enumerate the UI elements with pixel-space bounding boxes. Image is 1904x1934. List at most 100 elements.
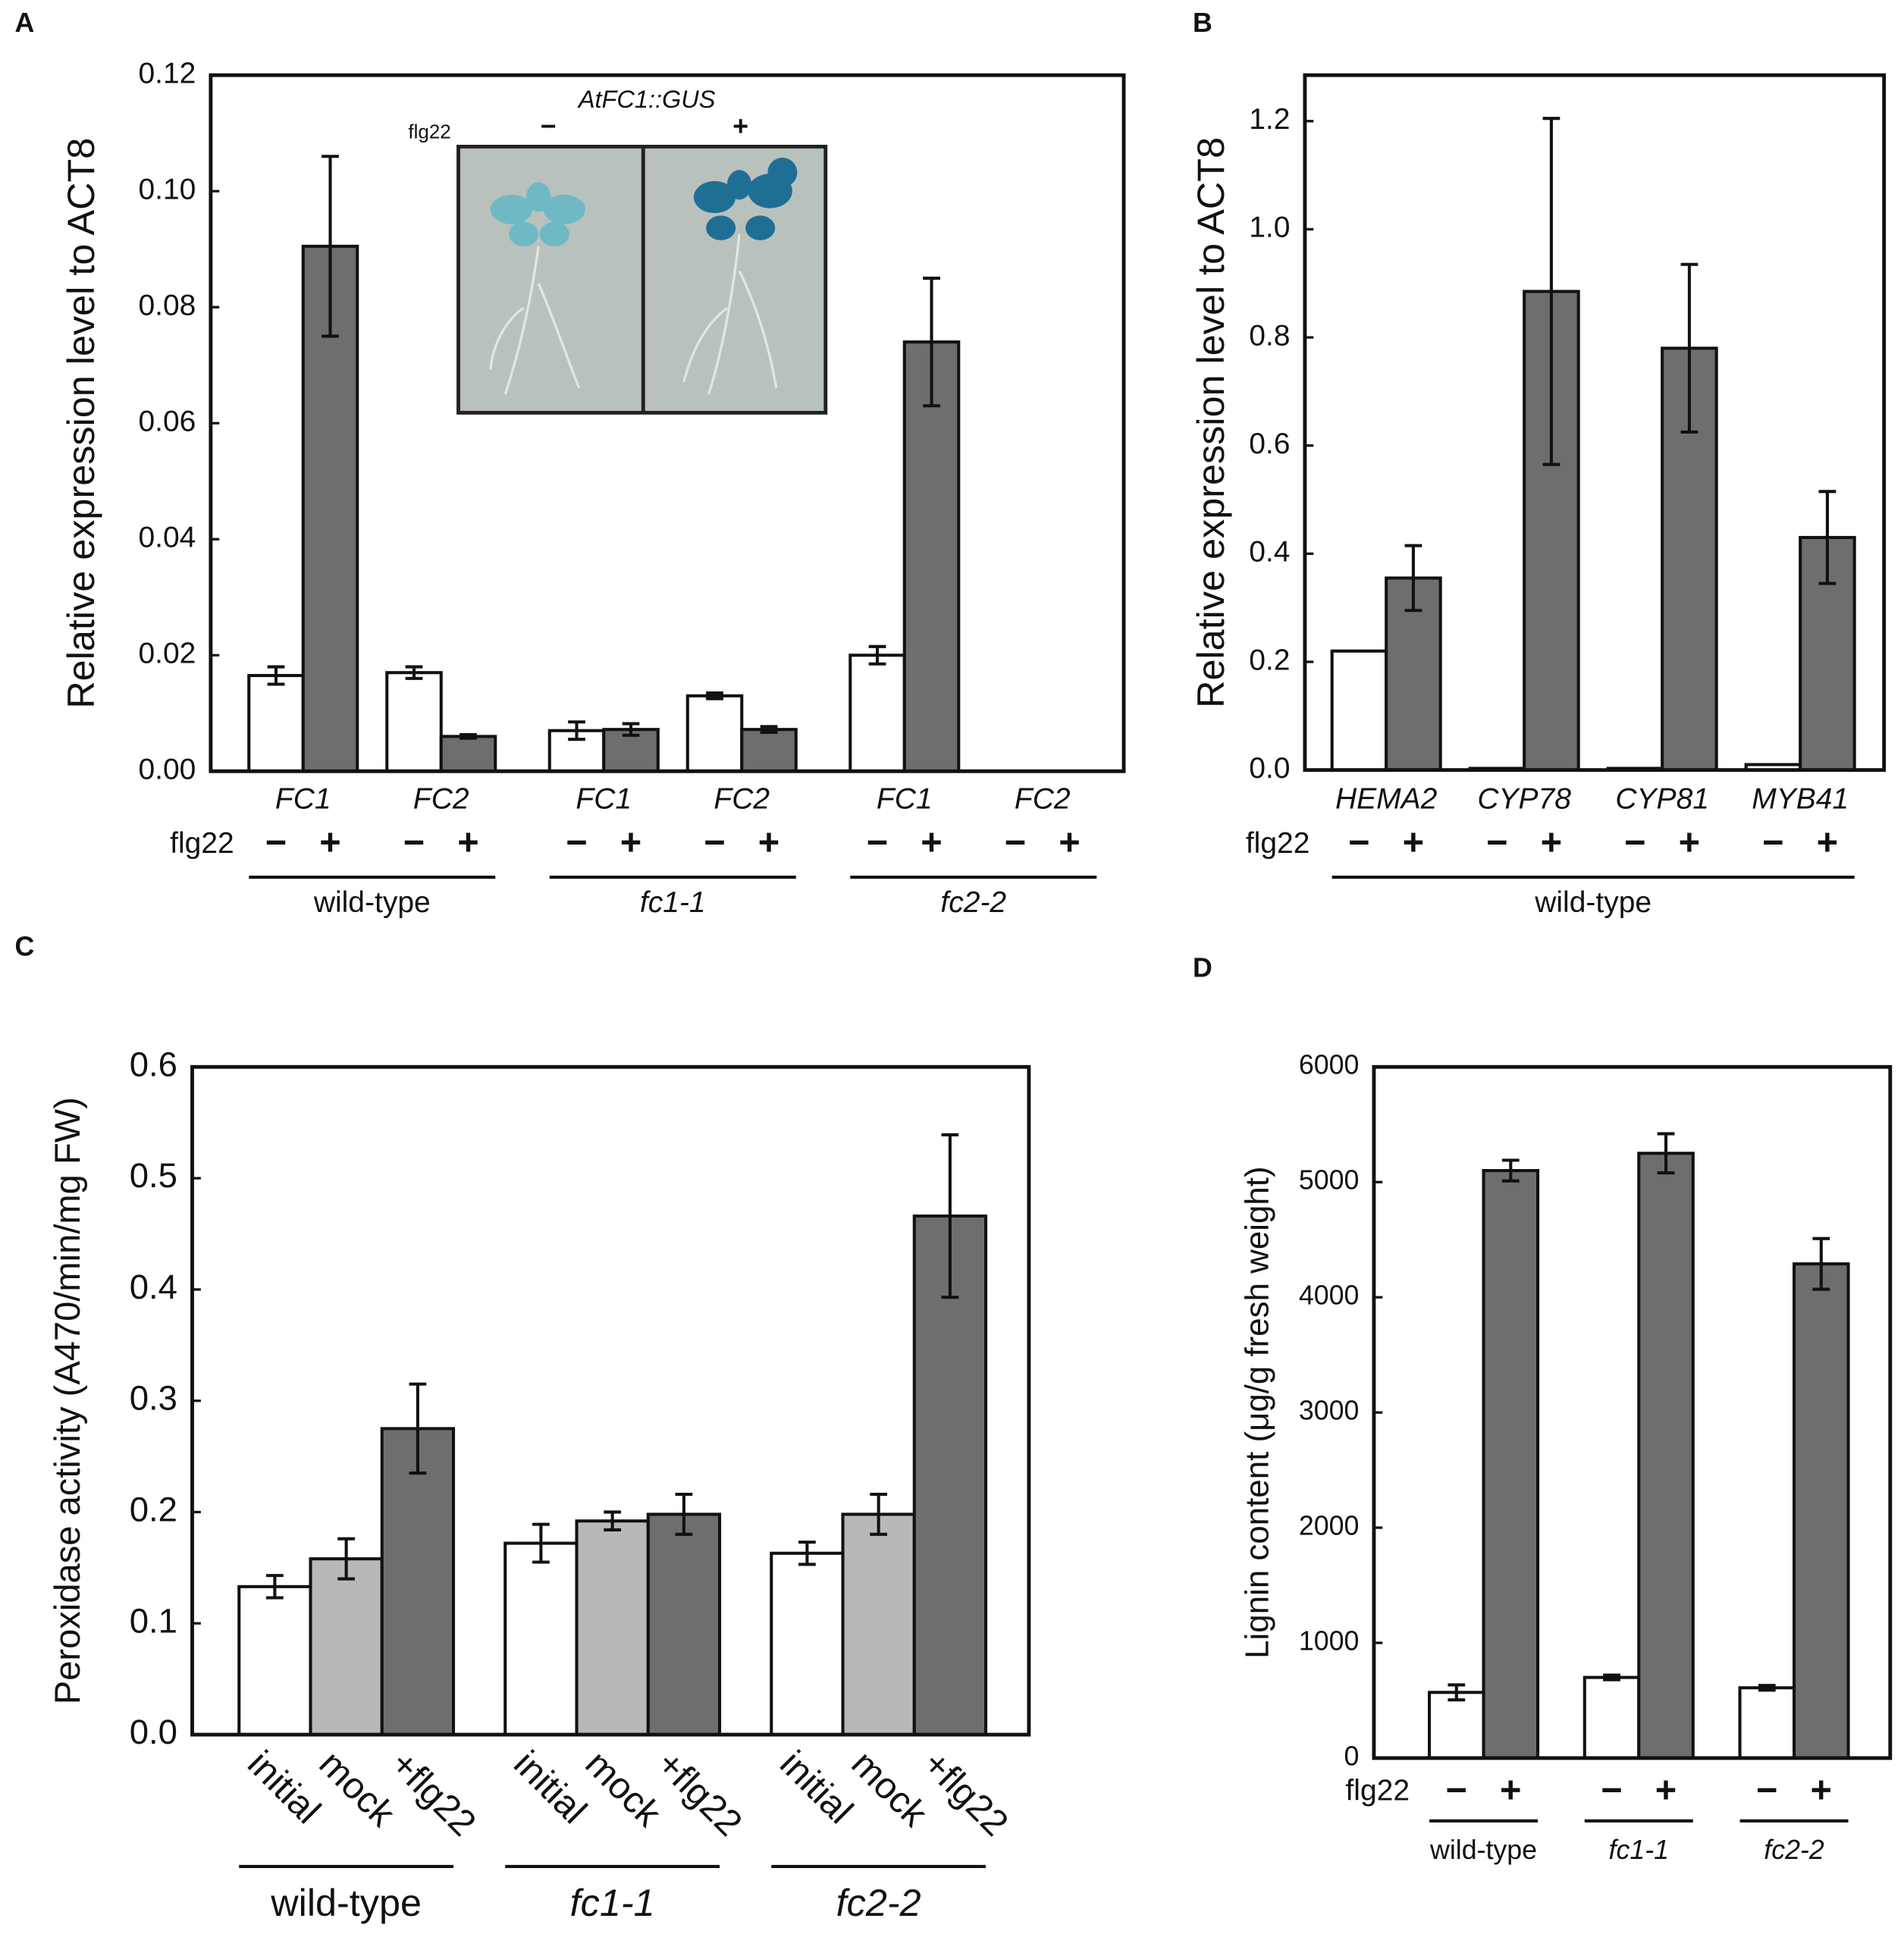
group-label: fc1-1 [640, 886, 706, 919]
group-label: fc1-1 [1609, 1835, 1669, 1865]
group-label: fc1-1 [570, 1881, 655, 1924]
error-bar [1812, 1237, 1830, 1291]
series-sign: − [867, 823, 888, 864]
y-tick-label: 0.04 [138, 522, 196, 554]
bar-label: initial [506, 1743, 594, 1832]
bar-label: +flg22 [649, 1743, 750, 1844]
series-sign: + [319, 823, 340, 864]
y-tick-label: 0.00 [138, 754, 196, 786]
bar [1582, 1675, 1641, 1760]
y-tick-label: 0.2 [1249, 644, 1290, 676]
group-label: fc2-2 [1764, 1835, 1824, 1865]
series-row-label: flg22 [1246, 827, 1310, 860]
y-tick-label: 0.2 [130, 1490, 177, 1528]
y-tick-label: 1.0 [1249, 212, 1290, 244]
y-tick-label: 0.4 [1249, 536, 1290, 569]
error-bar [1818, 490, 1837, 585]
y-tick-label: 0 [1344, 1741, 1360, 1771]
root-minus [489, 246, 581, 395]
y-tick-label: 0.6 [1249, 428, 1290, 460]
root-plus [682, 234, 778, 395]
y-tick-label: 0.0 [130, 1713, 177, 1751]
error-bar [1542, 117, 1561, 466]
group-label: wild-type [270, 1881, 422, 1924]
bar-label: mock [578, 1743, 670, 1835]
error-bar [267, 665, 285, 686]
error-bar [322, 155, 339, 338]
x-tick-label: CYP81 [1615, 783, 1709, 816]
group-label: wild-type [1534, 886, 1651, 919]
plant-minus [490, 182, 585, 247]
error-bar [1603, 1673, 1620, 1682]
error-bar [675, 1492, 693, 1536]
panel-label: A [15, 8, 35, 38]
x-tick-label: HEMA2 [1335, 783, 1438, 816]
inset: AtFC1::GUS flg22 − + [408, 86, 828, 415]
y-tick-label: 0.6 [130, 1045, 177, 1083]
bar [1330, 649, 1388, 772]
error-bar [1657, 1132, 1675, 1175]
series-sign: − [1601, 1769, 1622, 1810]
series-sign: + [457, 823, 478, 864]
y-tick-label: 3000 [1299, 1396, 1360, 1426]
error-bar [568, 720, 585, 741]
x-tick-label: MYB41 [1752, 783, 1849, 816]
series-sign: − [566, 823, 587, 864]
group-label: wild-type [1429, 1835, 1537, 1865]
bar [1793, 1262, 1850, 1760]
error-bar [923, 276, 940, 408]
bar [309, 1557, 384, 1737]
error-bar [266, 1574, 284, 1600]
error-bar [604, 1510, 622, 1531]
x-tick-label: CYP78 [1477, 783, 1571, 816]
y-axis-label: Relative expression level to ACT8 [59, 138, 102, 709]
series-sign: + [1655, 1769, 1677, 1810]
series-row-label: flg22 [170, 827, 234, 860]
bar [503, 1541, 579, 1737]
y-tick-label: 5000 [1299, 1165, 1360, 1196]
y-tick-label: 0.06 [138, 406, 196, 438]
bar [1482, 1169, 1540, 1760]
y-tick-label: 0.4 [130, 1268, 177, 1306]
series-sign: + [1679, 823, 1700, 864]
bar [575, 1519, 650, 1737]
y-tick-label: 0.0 [1249, 752, 1290, 785]
series-sign: + [1500, 1769, 1521, 1810]
inset-panel-label: + [732, 111, 748, 141]
error-bar [1448, 1683, 1466, 1702]
y-tick-label: 6000 [1299, 1050, 1360, 1080]
bar-label: initial [772, 1743, 861, 1832]
error-bar [870, 1492, 888, 1536]
bar-label: mock [312, 1743, 403, 1835]
error-bar [460, 733, 477, 740]
panel-label: D [1193, 952, 1212, 983]
series-sign: + [1811, 1769, 1832, 1810]
error-bar [1501, 1158, 1520, 1183]
bar [848, 654, 906, 773]
y-tick-label: 1.2 [1249, 103, 1290, 136]
y-tick-label: 1000 [1299, 1625, 1360, 1656]
series-sign: − [1486, 823, 1507, 864]
series-sign: − [1624, 823, 1645, 864]
group-label: fc2-2 [836, 1881, 921, 1924]
inset-panel-label: − [541, 111, 557, 141]
x-tick-label: FC1 [877, 783, 933, 816]
inset-title: AtFC1::GUS [577, 86, 716, 113]
error-bar [622, 722, 640, 737]
bar [841, 1512, 916, 1737]
series-sign: + [921, 823, 942, 864]
error-bar [941, 1133, 959, 1299]
bar [439, 735, 497, 773]
bar-label: initial [240, 1743, 328, 1832]
y-tick-label: 0.5 [130, 1156, 177, 1195]
error-bar [798, 1541, 816, 1566]
bar-label: +flg22 [915, 1743, 1016, 1844]
series-sign: − [1762, 823, 1783, 864]
series-sign: − [1446, 1769, 1467, 1810]
bar-label: +flg22 [383, 1743, 484, 1844]
bar [646, 1512, 722, 1737]
bar [1637, 1152, 1695, 1760]
error-bar [760, 725, 778, 735]
series-row-label: flg22 [1345, 1775, 1410, 1807]
error-bar [405, 665, 423, 680]
